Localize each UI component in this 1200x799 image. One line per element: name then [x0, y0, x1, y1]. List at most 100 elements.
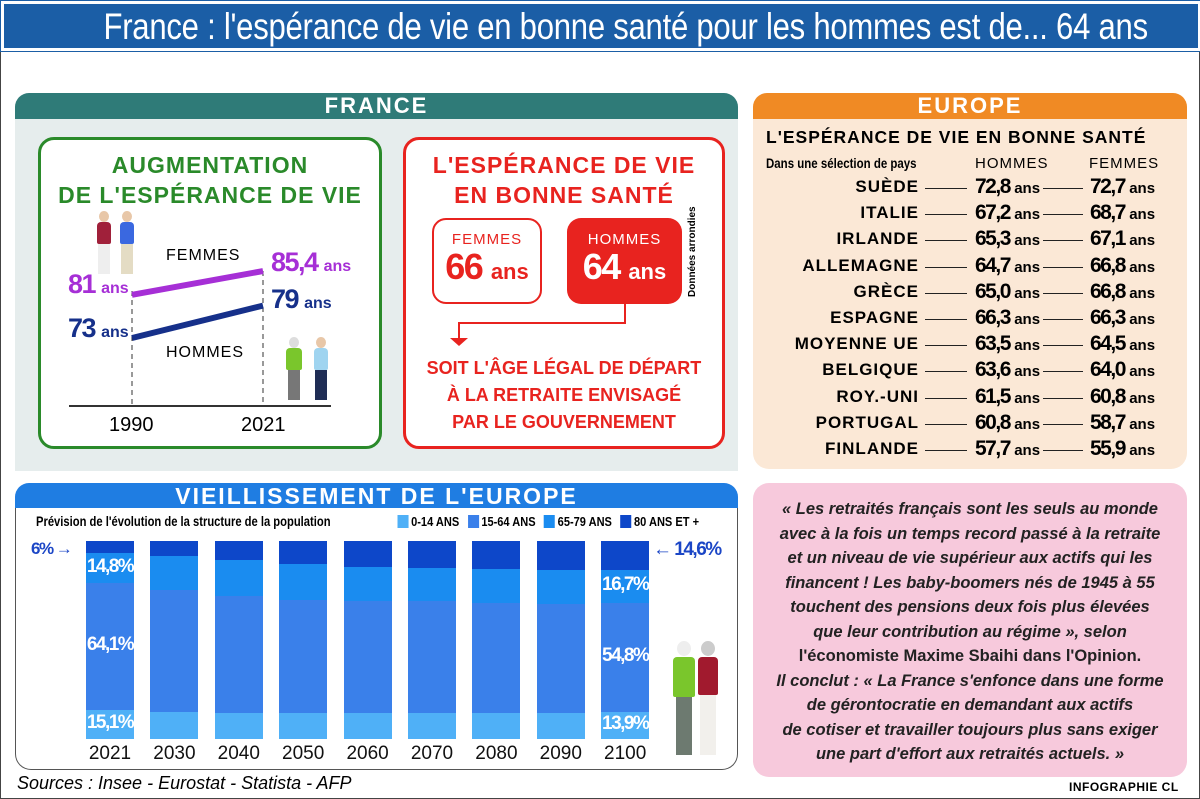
x-tick-label: 2090 — [539, 743, 582, 764]
country-name: MOYENNE UE — [794, 334, 919, 354]
femmes-value: 64,5 ans — [1090, 332, 1156, 356]
hommes-value: 63,6 ans — [975, 358, 1041, 382]
dash — [1043, 292, 1083, 294]
quote-line: financent ! Les baby-boomers nés de 1945… — [785, 573, 1155, 592]
bar-data-label: 54,8% — [602, 645, 650, 667]
dash — [1043, 188, 1083, 189]
quote-line: que leur contribution au régime », selon — [813, 622, 1127, 641]
bar-segment-65-79-ans — [472, 568, 521, 603]
europe-table-row: ROY.-UNI 61,5 ans 60,8 ans — [753, 385, 1183, 411]
country-name: ITALIE — [860, 203, 919, 223]
bar-segment-80-ans-et- — [472, 541, 521, 569]
dash — [925, 397, 967, 399]
bar-segment-15-64-ans — [343, 600, 392, 713]
femmes-value: 68,7 ans — [1090, 201, 1156, 225]
dash — [925, 214, 967, 216]
legend-swatch — [397, 515, 409, 528]
bar-data-label: 16,7% — [602, 574, 650, 596]
x-tick-label: 2021 — [88, 743, 132, 764]
bar-data-label: 13,9% — [602, 713, 650, 735]
dash — [925, 423, 967, 425]
bar-segment-15-64-ans — [472, 602, 521, 713]
bar-segment-80-ans-et- — [86, 541, 134, 554]
retirement-age-note: SOIT L'ÂGE LÉGAL DE DÉPART À LA RETRAITE… — [426, 358, 702, 432]
country-name: PORTUGAL — [815, 412, 919, 432]
bar-segment-15-64-ans — [408, 600, 456, 713]
x-tick-label: 2060 — [346, 743, 389, 764]
augmentation-title-1: AUGMENTATION — [111, 152, 309, 178]
dash — [1043, 240, 1083, 242]
femmes-value: 60,8 ans — [1090, 384, 1156, 408]
quote-box: « Les retraités français sont les seuls … — [753, 483, 1187, 777]
country-name: SUÈDE — [855, 177, 919, 196]
bar-segment-0-14-ans — [279, 712, 328, 740]
femmes-value: 55,9 ans — [1090, 437, 1156, 460]
dash — [1043, 345, 1083, 347]
europe-table-title: L'ESPÉRANCE DE VIE EN BONNE SANTÉ — [766, 127, 1147, 147]
bonne-sante-title-2: EN BONNE SANTÉ — [454, 182, 674, 208]
hommes-value: 57,7 ans — [975, 437, 1041, 460]
credit: INFOGRAPHIE CL — [1069, 780, 1179, 794]
bar-segment-65-79-ans — [536, 569, 585, 605]
europe-table-subtitle: Dans une sélection de pays — [766, 155, 917, 171]
europe-table-row: FINLANDE 57,7 ans 55,9 ans — [753, 437, 1183, 463]
dash — [925, 292, 967, 294]
augmentation-box: AUGMENTATION DE L'ESPÉRANCE DE VIE — [38, 137, 382, 449]
quote-line: une part d'effort aux retraités actuels.… — [815, 745, 1125, 763]
aging-header: VIEILLISSEMENT DE L'EUROPE — [15, 483, 738, 509]
bar-data-label: 15,1% — [86, 712, 135, 734]
augmentation-title-2: DE L'ESPÉRANCE DE VIE — [58, 182, 362, 208]
bar-segment-65-79-ans — [150, 555, 199, 590]
quote-line: de cotiser et travailler toujours plus s… — [782, 720, 1158, 739]
dash — [925, 345, 967, 347]
femmes-bonne-sante-card: FEMMES 66 ans — [432, 218, 542, 304]
femmes-line — [131, 268, 264, 298]
life-expectancy-line-chart — [69, 268, 331, 407]
country-name: FINLANDE — [825, 439, 919, 458]
bar-segment-15-64-ans — [536, 603, 585, 713]
hommes-value: 67,2 ans — [975, 201, 1041, 225]
femmes-2021-value: 85,4 ans — [271, 247, 352, 277]
chart-legend: 0-14 ANS 15-64 ANS 65-79 ANS 80 ANS ET + — [389, 514, 699, 533]
hommes-line — [131, 302, 264, 341]
europe-table-row: SUÈDE 72,8 ans 72,7 ans — [753, 175, 1183, 201]
femmes-card-value: 66 — [445, 246, 484, 287]
femmes-value: 66,3 ans — [1090, 306, 1156, 329]
country-name: BELGIQUE — [822, 360, 919, 380]
col-femmes-header: FEMMES — [1089, 155, 1160, 172]
bar-segment-15-64-ans — [214, 595, 263, 713]
hommes-1990-value: 73 ans — [68, 313, 129, 343]
quote-line: touchent des pensions deux fois plus éle… — [790, 598, 1150, 616]
hommes-card-label: HOMMES — [587, 231, 662, 248]
legend-swatch — [544, 515, 556, 528]
bonne-sante-title-1: L'ESPÉRANCE DE VIE — [432, 152, 696, 178]
hommes-2021-value: 79 ans — [271, 284, 332, 314]
legend-swatch — [467, 515, 479, 528]
dash — [925, 188, 967, 189]
bar-segment-0-14-ans — [536, 712, 585, 740]
bar-data-label: 64,1% — [86, 633, 135, 655]
femmes-1990-value: 81 ans — [68, 269, 129, 299]
bar-segment-65-79-ans — [214, 559, 263, 597]
quote-line: avec à la fois un temps record passé à l… — [779, 524, 1161, 543]
quote-line: et un niveau de vie supérieur aux actifs… — [787, 549, 1153, 567]
label-80-2021: 6% → — [31, 539, 73, 558]
arrow-connector-icon — [450, 303, 626, 346]
x-tick-label: 2100 — [604, 743, 647, 764]
country-name: IRLANDE — [836, 229, 919, 249]
bar-segment-15-64-ans — [601, 602, 650, 712]
dash — [1043, 371, 1083, 373]
bar-segment-0-14-ans — [343, 712, 392, 740]
bar-segment-80-ans-et- — [536, 541, 585, 570]
bar-segment-15-64-ans — [86, 582, 134, 710]
europe-table-row: BELGIQUE 63,6 ans 64,0 ans — [753, 358, 1183, 384]
bar-segment-65-79-ans — [343, 566, 392, 602]
bar-data-label: 14,8% — [86, 555, 135, 577]
legend-item: 0-14 ANS — [397, 514, 459, 529]
europe-table-row: IRLANDE 65,3 ans 67,1 ans — [753, 227, 1183, 253]
hommes-bonne-sante-card: HOMMES 64 ans — [567, 218, 682, 304]
x-tick-label: 2080 — [475, 743, 518, 764]
bar-segment-0-14-ans — [214, 712, 263, 740]
country-name: GRÈCE — [853, 281, 919, 301]
europe-table-row: ITALIE 67,2 ans 68,7 ans — [753, 201, 1183, 227]
